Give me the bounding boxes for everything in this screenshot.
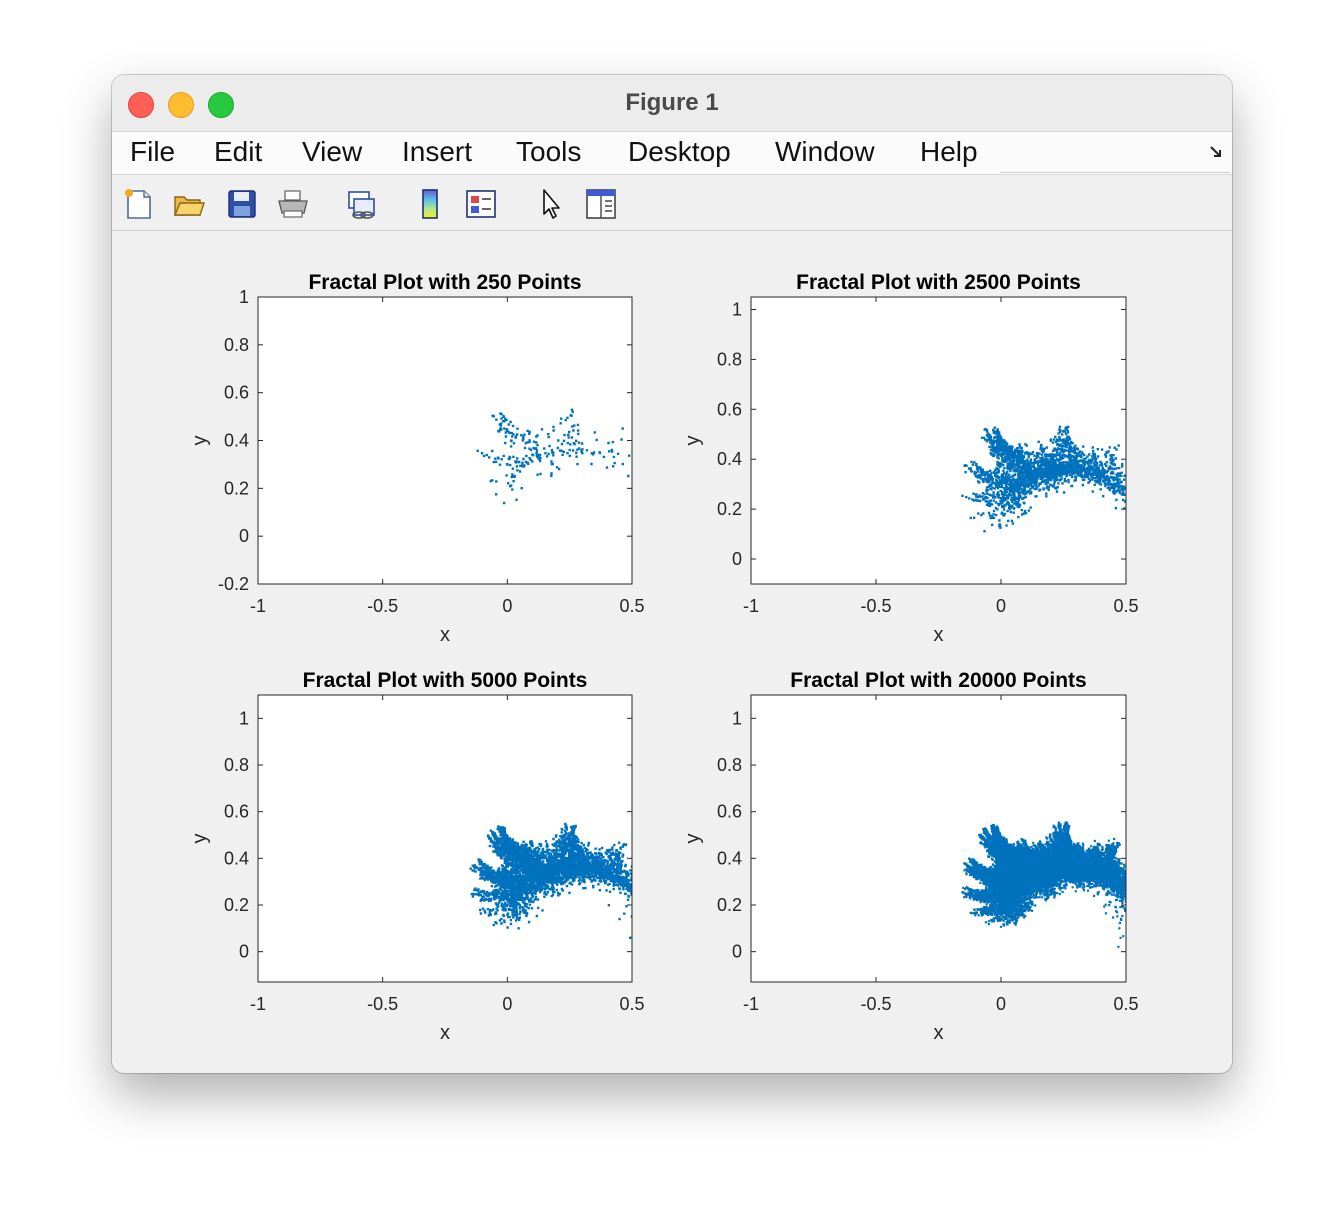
subplot-1[interactable]: -1 -0.5 0 0.5 -0.2 0 0.2 0.4 0.6 0.8 1 Fractal Plot… bbox=[189, 271, 645, 646]
menu-desktop[interactable]: Desktop bbox=[628, 136, 731, 167]
figure-canvas: -1 -0.5 0 0.5 -0.2 0 0.2 0.4 0.6 0.8 1 Fractal Plot… bbox=[112, 231, 1232, 1073]
menu-window[interactable]: Window bbox=[775, 136, 875, 167]
subplot-grid: -1 -0.5 0 0.5 -0.2 0 0.2 0.4 0.6 0.8 1 Fractal Plot… bbox=[189, 271, 1139, 1044]
y-tick-label: -0.2 bbox=[218, 574, 249, 594]
y-tick-label: 0.6 bbox=[224, 802, 249, 822]
scatter-series bbox=[469, 822, 632, 939]
x-tick-label: -1 bbox=[250, 596, 266, 616]
x-tick-label: -1 bbox=[250, 994, 266, 1014]
link-plot-icon[interactable] bbox=[344, 187, 378, 221]
x-axis-label: x bbox=[440, 1022, 450, 1044]
y-tick-label: 0.8 bbox=[717, 755, 742, 775]
y-tick-label: 0.8 bbox=[224, 335, 249, 355]
menu-divider bbox=[1000, 172, 1230, 173]
x-axis-label: x bbox=[440, 624, 450, 646]
y-tick-label: 0.2 bbox=[224, 895, 249, 915]
x-tick-label: -0.5 bbox=[367, 994, 398, 1014]
y-tick-label: 0.6 bbox=[717, 802, 742, 822]
close-button[interactable] bbox=[128, 92, 154, 118]
menu-bar: File Edit View Insert Tools Desktop Wind… bbox=[112, 132, 1232, 175]
subplot-title: Fractal Plot with 20000 Points bbox=[790, 669, 1086, 692]
y-tick-label: 0 bbox=[732, 942, 742, 962]
y-tick-label: 0 bbox=[239, 526, 249, 546]
undock-arrow-icon[interactable] bbox=[1208, 144, 1224, 160]
y-tick-label: 0.6 bbox=[717, 399, 742, 419]
subplot-title: Fractal Plot with 5000 Points bbox=[303, 669, 588, 692]
data-points bbox=[961, 425, 1126, 533]
axes-box bbox=[750, 296, 1127, 585]
x-tick-label: 0.5 bbox=[1113, 596, 1138, 616]
minimize-button[interactable] bbox=[168, 92, 194, 118]
y-tick-label: 1 bbox=[239, 708, 249, 728]
subplot-3[interactable]: -1 -0.5 0 0.5 0 0.2 0.4 0.6 0.8 1 Fractal Plot wit… bbox=[189, 669, 645, 1044]
y-tick-label: 0.4 bbox=[717, 449, 742, 469]
x-tick-label: 0.5 bbox=[1113, 994, 1138, 1014]
subplot-title: Fractal Plot with 2500 Points bbox=[796, 271, 1081, 294]
x-tick-label: 0 bbox=[502, 596, 512, 616]
y-tick-label: 0.2 bbox=[717, 895, 742, 915]
axes-box bbox=[750, 694, 1127, 983]
scatter-series bbox=[961, 425, 1126, 533]
x-tick-label: -0.5 bbox=[860, 596, 891, 616]
subplot-2[interactable]: -1 -0.5 0 0.5 0 0.2 0.4 0.6 0.8 1 Fractal Plot wit… bbox=[682, 271, 1139, 646]
new-figure-icon[interactable] bbox=[122, 187, 156, 221]
menu-view[interactable]: View bbox=[302, 136, 363, 167]
y-tick-label: 0.2 bbox=[717, 499, 742, 519]
print-icon[interactable] bbox=[276, 187, 310, 221]
scatter-series bbox=[961, 821, 1126, 948]
subplot-4[interactable]: -1 -0.5 0 0.5 0 0.2 0.4 0.6 0.8 1 Fractal Plot wit… bbox=[682, 669, 1139, 1044]
menu-file[interactable]: File bbox=[130, 136, 176, 167]
window-title: Figure 1 bbox=[625, 89, 719, 116]
y-tick-label: 0.8 bbox=[224, 755, 249, 775]
x-axis-label: x bbox=[934, 1022, 944, 1044]
x-tick-label: -1 bbox=[743, 596, 759, 616]
insert-colorbar-icon[interactable] bbox=[413, 187, 447, 221]
y-axis-label: y bbox=[682, 436, 704, 446]
y-tick-label: 0.4 bbox=[224, 848, 249, 868]
subplot-title: Fractal Plot with 250 Points bbox=[308, 271, 581, 294]
maximize-button[interactable] bbox=[208, 92, 234, 118]
y-axis-label: y bbox=[189, 834, 211, 844]
figure-window: Figure 1 File Edit View Insert Tools Des… bbox=[112, 75, 1232, 1073]
property-inspector-icon[interactable] bbox=[584, 187, 618, 221]
y-axis-label: y bbox=[682, 834, 704, 844]
save-icon[interactable] bbox=[225, 187, 259, 221]
x-tick-label: 0 bbox=[996, 596, 1006, 616]
menu-insert[interactable]: Insert bbox=[402, 136, 473, 167]
x-tick-label: 0.5 bbox=[619, 994, 644, 1014]
data-points bbox=[469, 822, 632, 939]
y-axis-label: y bbox=[189, 436, 211, 446]
y-tick-label: 1 bbox=[732, 708, 742, 728]
data-points bbox=[961, 821, 1126, 948]
x-axis-label: x bbox=[934, 624, 944, 646]
menu-help[interactable]: Help bbox=[920, 136, 978, 167]
x-tick-label: -1 bbox=[743, 994, 759, 1014]
x-tick-label: 0.5 bbox=[619, 596, 644, 616]
x-tick-label: -0.5 bbox=[367, 596, 398, 616]
y-tick-label: 1 bbox=[732, 299, 742, 319]
y-tick-label: 0.8 bbox=[717, 349, 742, 369]
pointer-icon[interactable] bbox=[534, 187, 568, 221]
open-file-icon[interactable] bbox=[172, 187, 206, 221]
menu-tools[interactable]: Tools bbox=[516, 136, 582, 167]
axes-background bbox=[258, 297, 632, 584]
y-tick-label: 0.4 bbox=[224, 431, 249, 451]
y-tick-label: 0.4 bbox=[717, 848, 742, 868]
scatter-series bbox=[476, 408, 631, 505]
data-points bbox=[476, 408, 631, 505]
y-tick-label: 0.6 bbox=[224, 383, 249, 403]
y-tick-label: 1 bbox=[239, 287, 249, 307]
x-tick-label: 0 bbox=[996, 994, 1006, 1014]
y-tick-label: 0.2 bbox=[224, 478, 249, 498]
menu-edit[interactable]: Edit bbox=[214, 136, 263, 167]
x-tick-label: 0 bbox=[502, 994, 512, 1014]
axes-box bbox=[257, 694, 633, 983]
title-bar[interactable]: Figure 1 bbox=[112, 75, 1232, 132]
insert-legend-icon[interactable] bbox=[464, 187, 498, 221]
x-tick-label: -0.5 bbox=[860, 994, 891, 1014]
toolbar bbox=[112, 175, 1232, 231]
y-tick-label: 0 bbox=[732, 549, 742, 569]
y-tick-label: 0 bbox=[239, 942, 249, 962]
